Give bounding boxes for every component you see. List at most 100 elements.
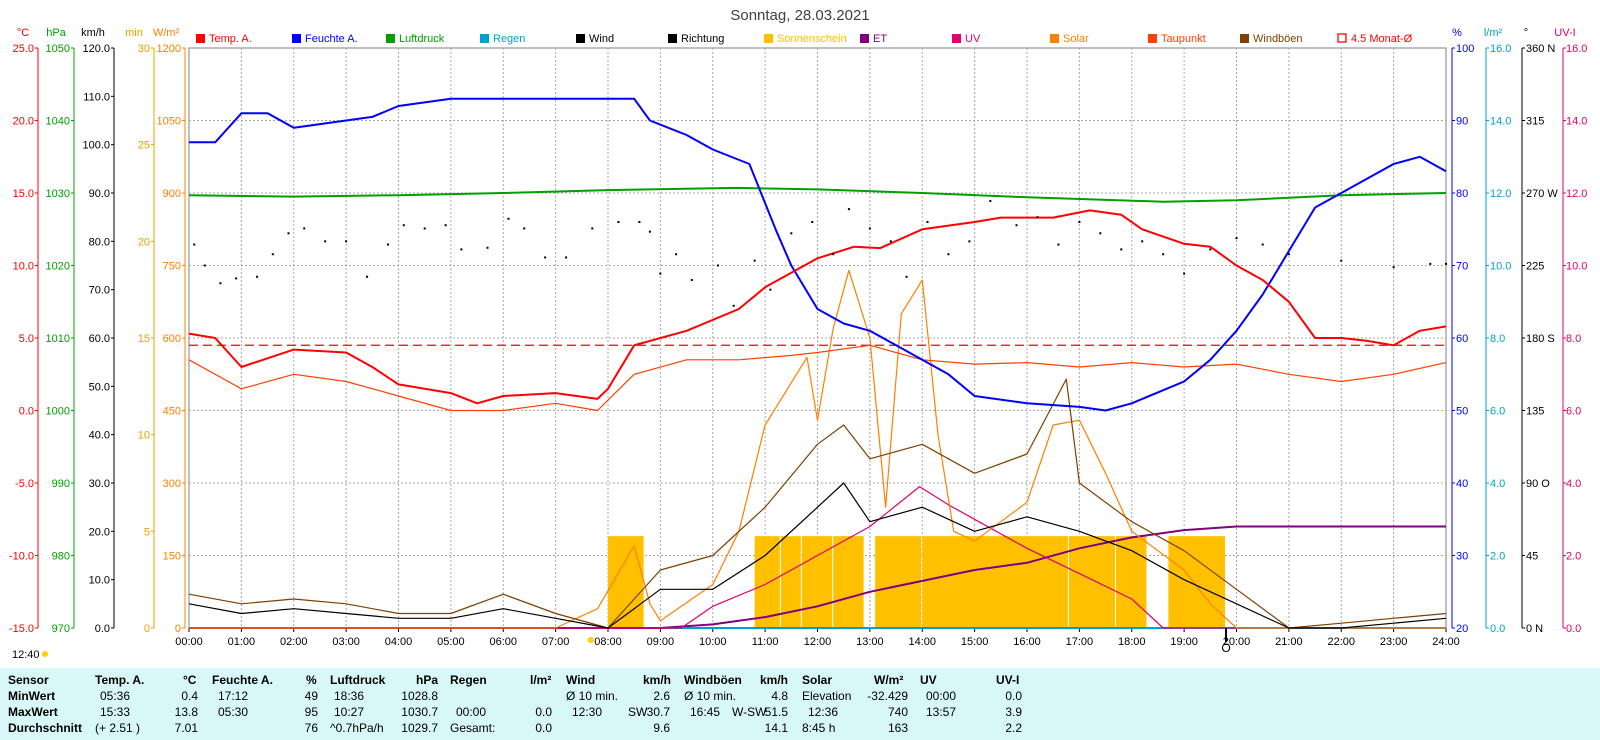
axis-tick-label: 315	[1526, 116, 1544, 128]
sunshine-bar	[1068, 536, 1116, 628]
clock-label: 12:40	[12, 649, 40, 660]
stats-gusts-title: Windböen	[684, 673, 742, 687]
direction-point	[1057, 243, 1060, 246]
stats-uv-min-time: 00:00	[926, 689, 957, 703]
axis-tick-label: 1040	[46, 116, 70, 128]
direction-point	[287, 232, 290, 235]
legend-label: Richtung	[681, 33, 724, 45]
axis-unit-label: °C	[17, 27, 29, 39]
stats-temp-trend: (+ 2.51 )	[95, 721, 141, 735]
legend-swatch	[1337, 33, 1347, 43]
stats-humidity-title: Feuchte A.	[212, 673, 273, 687]
legend-item: Solar	[1050, 33, 1089, 45]
stats-gusts-max-time: 16:45	[690, 705, 721, 719]
direction-point	[1078, 221, 1081, 223]
axis-tick-label: 60.0	[89, 333, 110, 345]
stats-row-label-avg: Durchschnitt	[8, 721, 83, 735]
axis-tick-label: 1200	[157, 43, 181, 55]
stats-wind-avg10-label: Ø 10 min.	[566, 689, 619, 703]
series-luftdruck	[188, 186, 1447, 203]
direction-point	[1015, 224, 1018, 227]
direction-point	[617, 221, 620, 223]
direction-point	[690, 279, 693, 281]
series-solar	[189, 269, 1446, 629]
axis-tick-label: 10.0	[13, 261, 34, 273]
axis-tick-label: 80.0	[89, 236, 110, 248]
stats-rain-total-value: 0.0	[535, 721, 552, 735]
direction-point	[271, 253, 274, 256]
direction-point	[303, 227, 306, 230]
stats-uv-min-value: 0.0	[1005, 689, 1022, 703]
direction-point	[1287, 253, 1290, 256]
axis-tick-label: 50.0	[89, 381, 110, 393]
x-axis-tick-label: 00:00	[175, 636, 203, 648]
direction-point	[769, 288, 772, 291]
series-temp	[188, 209, 1447, 405]
direction-point	[947, 253, 950, 256]
x-axis-tick-label: 21:00	[1275, 636, 1303, 648]
x-axis-tick-label: 08:00	[594, 636, 622, 648]
legend-item: ET	[860, 33, 887, 45]
direction-point	[968, 240, 971, 243]
legend-label: UV	[965, 33, 981, 45]
legend-label: Luftdruck	[399, 33, 445, 45]
stats-wind-max-dir: SW	[628, 705, 648, 719]
right-axes: % 100 90 80 70 60 50 40 30 20 l/m² 16.0 14.0 12.0 10.0…	[1451, 27, 1587, 635]
axis-unit-label: °	[1524, 27, 1528, 39]
axis-tick-label: 16.0	[1566, 43, 1587, 55]
direction-point	[423, 227, 426, 230]
axis-tick-label: 2.0	[1490, 551, 1505, 563]
axis-tick-label: 10.0	[1566, 261, 1587, 273]
direction-point	[203, 264, 206, 267]
right-axis: ° 360 N 315 270 W 225 180 S 135 90 O 45 0 N	[1521, 27, 1558, 635]
legend-item: Luftdruck	[386, 33, 445, 45]
axis-tick-label: -5.0	[15, 478, 34, 490]
axis-tick-label: 980	[52, 551, 70, 563]
axis-tick-label: 600	[163, 333, 181, 345]
stats-sensor-title: Sensor	[8, 673, 49, 687]
direction-point	[1036, 216, 1039, 219]
direction-point	[387, 243, 390, 246]
legend-item: Windböen	[1240, 33, 1303, 45]
axis-tick-label: 6.0	[1566, 406, 1581, 418]
direction-point	[1162, 253, 1165, 256]
stats-temp-max-value: 13.8	[174, 705, 198, 719]
axis-tick-label: 8.0	[1566, 333, 1581, 345]
direction-point	[1429, 262, 1432, 265]
stats-uv-max-time: 13:57	[926, 705, 957, 719]
axis-tick-label: -10.0	[9, 551, 34, 563]
direction-point	[523, 227, 526, 230]
axis-tick-label: 14.0	[1490, 116, 1511, 128]
direction-point	[905, 275, 908, 278]
legend-swatch	[576, 34, 585, 43]
direction-point	[832, 253, 835, 256]
axis-tick-label: 100	[1456, 43, 1474, 55]
axis-tick-label: 0 N	[1526, 623, 1543, 635]
axis-tick-label: 990	[52, 478, 70, 490]
series-windboeen	[188, 378, 1447, 629]
axis-tick-label: 750	[163, 261, 181, 273]
stats-pressure-min-time: 18:36	[334, 689, 365, 703]
stats-pressure-min-value: 1028.8	[401, 689, 438, 703]
stats-solar-elevation-label: Elevation	[802, 689, 852, 703]
stats-pressure-title: Luftdruck	[330, 673, 386, 687]
axis-tick-label: 120.0	[82, 43, 110, 55]
axis-tick-label: 2.0	[1566, 551, 1581, 563]
axis-tick-label: 110.0	[83, 91, 110, 103]
stats-row-label-min: MinWert	[8, 689, 56, 703]
axis-unit-label: l/m²	[1484, 27, 1503, 39]
stats-rain-max-time: 00:00	[456, 705, 487, 719]
right-axis: l/m² 16.0 14.0 12.0 10.0 8.0 6.0 4.0 2.0 0.0	[1484, 27, 1512, 635]
direction-point	[753, 259, 756, 262]
legend-item: Taupunkt	[1148, 33, 1206, 45]
x-axis-tick-label: 09:00	[647, 636, 675, 648]
legend-swatch	[668, 34, 677, 43]
axis-tick-label: 20.0	[89, 526, 110, 538]
stats-row-label-max: MaxWert	[8, 705, 58, 719]
x-axis-tick-label: 20:00	[1223, 636, 1251, 648]
x-axis-tick-label: 15:00	[961, 636, 989, 648]
stats-wind-max-value: 30.7	[646, 705, 670, 719]
series-et	[189, 525, 1446, 629]
axis-tick-label: 90	[1456, 116, 1468, 128]
legend-swatch	[480, 34, 489, 43]
